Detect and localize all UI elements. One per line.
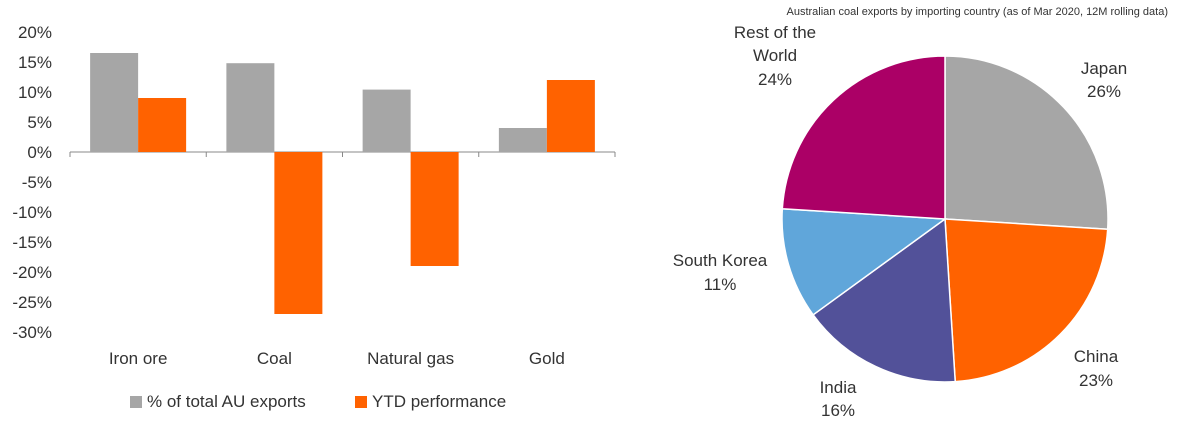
pie-label: Japan bbox=[1081, 59, 1127, 78]
y-tick-label: -15% bbox=[12, 233, 52, 252]
bar-share-natural-gas bbox=[362, 89, 411, 152]
y-tick-label: -5% bbox=[22, 173, 52, 192]
bar-chart: 20% 15% 10% 5% 0% -5% -10% -15% -20% -25% -30% Iron… bbox=[12, 23, 616, 411]
legend-swatch bbox=[355, 396, 367, 408]
bar-ytd-iron-ore bbox=[138, 98, 187, 152]
pie-title: Australian coal exports by importing cou… bbox=[786, 6, 1168, 18]
y-tick-label: -25% bbox=[12, 293, 52, 312]
y-tick-label: 0% bbox=[27, 143, 52, 162]
pie-value-label: 16% bbox=[821, 401, 855, 420]
y-tick-label: 20% bbox=[18, 23, 52, 42]
bar-share-iron-ore bbox=[90, 53, 139, 152]
x-category-label: Coal bbox=[257, 349, 292, 368]
pie-label: South Korea bbox=[673, 251, 768, 270]
y-tick-label: 5% bbox=[27, 113, 52, 132]
pie-slice-china bbox=[944, 218, 1109, 383]
y-tick-label: 10% bbox=[18, 83, 52, 102]
pie-value-label: 11% bbox=[704, 275, 737, 294]
y-tick-label: -20% bbox=[12, 263, 52, 282]
pie-slice-rest-of-the-world bbox=[781, 55, 946, 220]
pie-value-label: 23% bbox=[1079, 371, 1113, 390]
y-tick-label: 15% bbox=[18, 53, 52, 72]
pie-value-label: 26% bbox=[1087, 82, 1121, 101]
y-tick-label: -30% bbox=[12, 323, 52, 342]
x-category-label: Natural gas bbox=[367, 349, 454, 368]
pie-label: Rest of the World bbox=[734, 23, 816, 65]
bar-share-coal bbox=[226, 63, 275, 153]
bar-share-gold bbox=[498, 128, 547, 152]
bar-ytd-natural-gas bbox=[410, 152, 459, 266]
bar-ytd-coal bbox=[274, 152, 323, 314]
pie-value-label: 24% bbox=[758, 70, 792, 89]
legend-label: % of total AU exports bbox=[147, 392, 306, 411]
bar-ytd-gold bbox=[546, 80, 595, 152]
pie-slice-south-korea bbox=[781, 207, 948, 316]
legend-label: YTD performance bbox=[372, 392, 506, 411]
pie-label: China bbox=[1074, 347, 1119, 366]
x-category-label: Iron ore bbox=[109, 349, 168, 368]
legend-swatch bbox=[130, 396, 142, 408]
pie-slice-india bbox=[812, 217, 957, 383]
pie-slice-japan bbox=[944, 55, 1109, 231]
x-category-label: Gold bbox=[529, 349, 565, 368]
pie-chart: Australian coal exports by importing cou… bbox=[673, 6, 1168, 420]
y-tick-label: -10% bbox=[12, 203, 52, 222]
pie-label: India bbox=[820, 378, 857, 397]
